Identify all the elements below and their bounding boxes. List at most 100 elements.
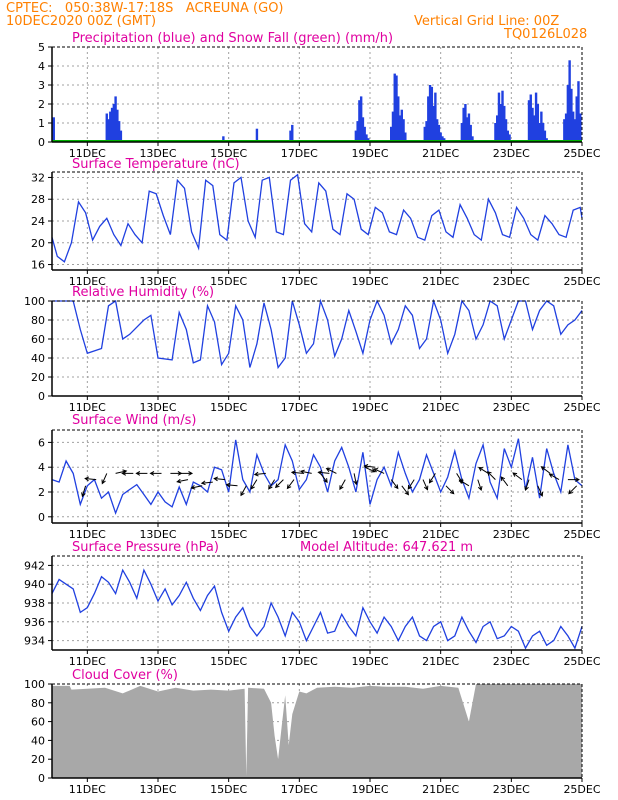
- precip-bar: [504, 119, 508, 142]
- rh-line: [52, 298, 583, 370]
- precip-bar: [563, 119, 566, 142]
- precip-bar: [531, 107, 534, 142]
- precip-bar: [579, 113, 582, 142]
- wind-arrow: [101, 473, 108, 485]
- grid-note: Vertical Grid Line: 00Z: [414, 14, 560, 29]
- precip-bar: [397, 96, 400, 142]
- precip-bar: [400, 109, 403, 142]
- precip-bar: [395, 75, 398, 142]
- pres-ytick-label: 940: [24, 578, 45, 591]
- precip-bar: [428, 85, 432, 142]
- pres-title: Surface Pressure (hPa): [72, 540, 219, 555]
- wind-arrow: [390, 479, 399, 490]
- precip-bar: [423, 126, 426, 142]
- wind-arrow: [190, 485, 203, 490]
- wind-arrow: [407, 479, 415, 490]
- cloud-xtick-label: 17DEC: [281, 783, 318, 796]
- rh-ytick-label: 60: [31, 333, 45, 346]
- pres-xtick-label: 17DEC: [281, 655, 318, 668]
- precip-ytick-label: 2: [38, 98, 45, 111]
- wind-arrow: [353, 473, 358, 486]
- station-header: CPTEC: 050:38W-17:18S ACREUNA (GO): [6, 1, 284, 16]
- precip-bar: [564, 113, 568, 142]
- wind-arrow: [401, 485, 410, 496]
- precip-bar: [289, 130, 292, 142]
- precip-bar: [527, 100, 531, 142]
- wind-arrow: [170, 471, 183, 476]
- cloud-title: Cloud Cover (%): [72, 668, 178, 683]
- wind-arrow: [274, 479, 284, 489]
- wind-xtick-label: 11DEC: [69, 528, 106, 541]
- rh-xtick-label: 23DEC: [493, 401, 530, 414]
- wind-arrow: [540, 466, 551, 474]
- precip-xtick-label: 21DEC: [422, 147, 459, 160]
- wind-arrow: [458, 479, 470, 487]
- precip-bar: [112, 104, 116, 142]
- precip-bar: [441, 136, 444, 142]
- precip-bar: [437, 124, 441, 142]
- wind-arrow: [567, 477, 580, 482]
- wind-arrow: [213, 476, 226, 482]
- wind-xtick-label: 19DEC: [351, 528, 388, 541]
- precip-bar: [354, 130, 358, 142]
- wind-arrow: [250, 479, 258, 490]
- wind-ytick-label: 6: [38, 436, 45, 449]
- precip-xtick-label: 23DEC: [493, 147, 530, 160]
- wind-ytick-label: 4: [38, 461, 45, 474]
- precip-title: Precipitation (blue) and Snow Fall (gree…: [72, 31, 393, 46]
- wind-arrow: [537, 485, 544, 497]
- precip-bar: [534, 92, 538, 142]
- precip-bar: [573, 119, 577, 142]
- wind-xtick-label: 17DEC: [281, 528, 318, 541]
- pres-ytick-label: 938: [24, 597, 45, 610]
- precip-bar: [460, 123, 464, 142]
- precip-bar: [508, 134, 511, 142]
- cloud-ytick-label: 0: [38, 772, 45, 785]
- precip-bar: [404, 132, 407, 142]
- precip-bar: [571, 111, 575, 142]
- wind-arrow: [500, 476, 509, 487]
- rh-ytick-label: 100: [24, 295, 45, 308]
- precip-bar: [117, 121, 121, 142]
- precip-bar: [105, 113, 108, 142]
- precip-bar: [358, 100, 361, 142]
- precip-bar: [119, 130, 123, 142]
- wind-arrow: [240, 485, 247, 497]
- precip-bar: [465, 117, 469, 142]
- cloud-ytick-label: 100: [24, 678, 45, 691]
- precip-bar: [432, 105, 435, 142]
- temp-xtick-label: 21DEC: [422, 275, 459, 288]
- precip-bar: [114, 96, 117, 142]
- precip-bar: [391, 111, 395, 142]
- cloud-xtick-label: 23DEC: [493, 783, 530, 796]
- precip-bar: [425, 121, 428, 142]
- precip-bar: [361, 117, 365, 142]
- temp-xtick-label: 19DEC: [351, 275, 388, 288]
- wind-arrow: [428, 473, 436, 484]
- temp-ytick-label: 20: [31, 237, 45, 250]
- precip-bar: [533, 115, 536, 142]
- wind-arrow: [339, 479, 346, 491]
- precip-bar: [575, 96, 578, 142]
- wind-xtick-label: 25DEC: [563, 528, 600, 541]
- pres-xtick-label: 11DEC: [69, 655, 106, 668]
- wind-arrow: [548, 473, 560, 481]
- wind-arrow: [373, 468, 385, 474]
- cloud-cover-area: [52, 684, 582, 778]
- precip-xtick-label: 13DEC: [139, 147, 176, 160]
- wind-arrow: [363, 464, 376, 469]
- precip-xtick-label: 15DEC: [210, 147, 247, 160]
- run-date: 10DEC2020 00Z (GMT): [6, 14, 157, 29]
- precip-bar: [464, 104, 467, 142]
- precip-bar: [427, 96, 430, 142]
- temp-xtick-label: 25DEC: [563, 275, 600, 288]
- precip-bar: [291, 124, 294, 142]
- precip-ytick-label: 3: [38, 79, 45, 92]
- cloud-ytick-label: 40: [31, 734, 45, 747]
- wind-arrow: [176, 478, 189, 484]
- rh-xtick-label: 11DEC: [69, 401, 106, 414]
- precip-bar: [430, 86, 434, 142]
- precip-xtick-label: 19DEC: [351, 147, 388, 160]
- precip-bar: [566, 85, 570, 142]
